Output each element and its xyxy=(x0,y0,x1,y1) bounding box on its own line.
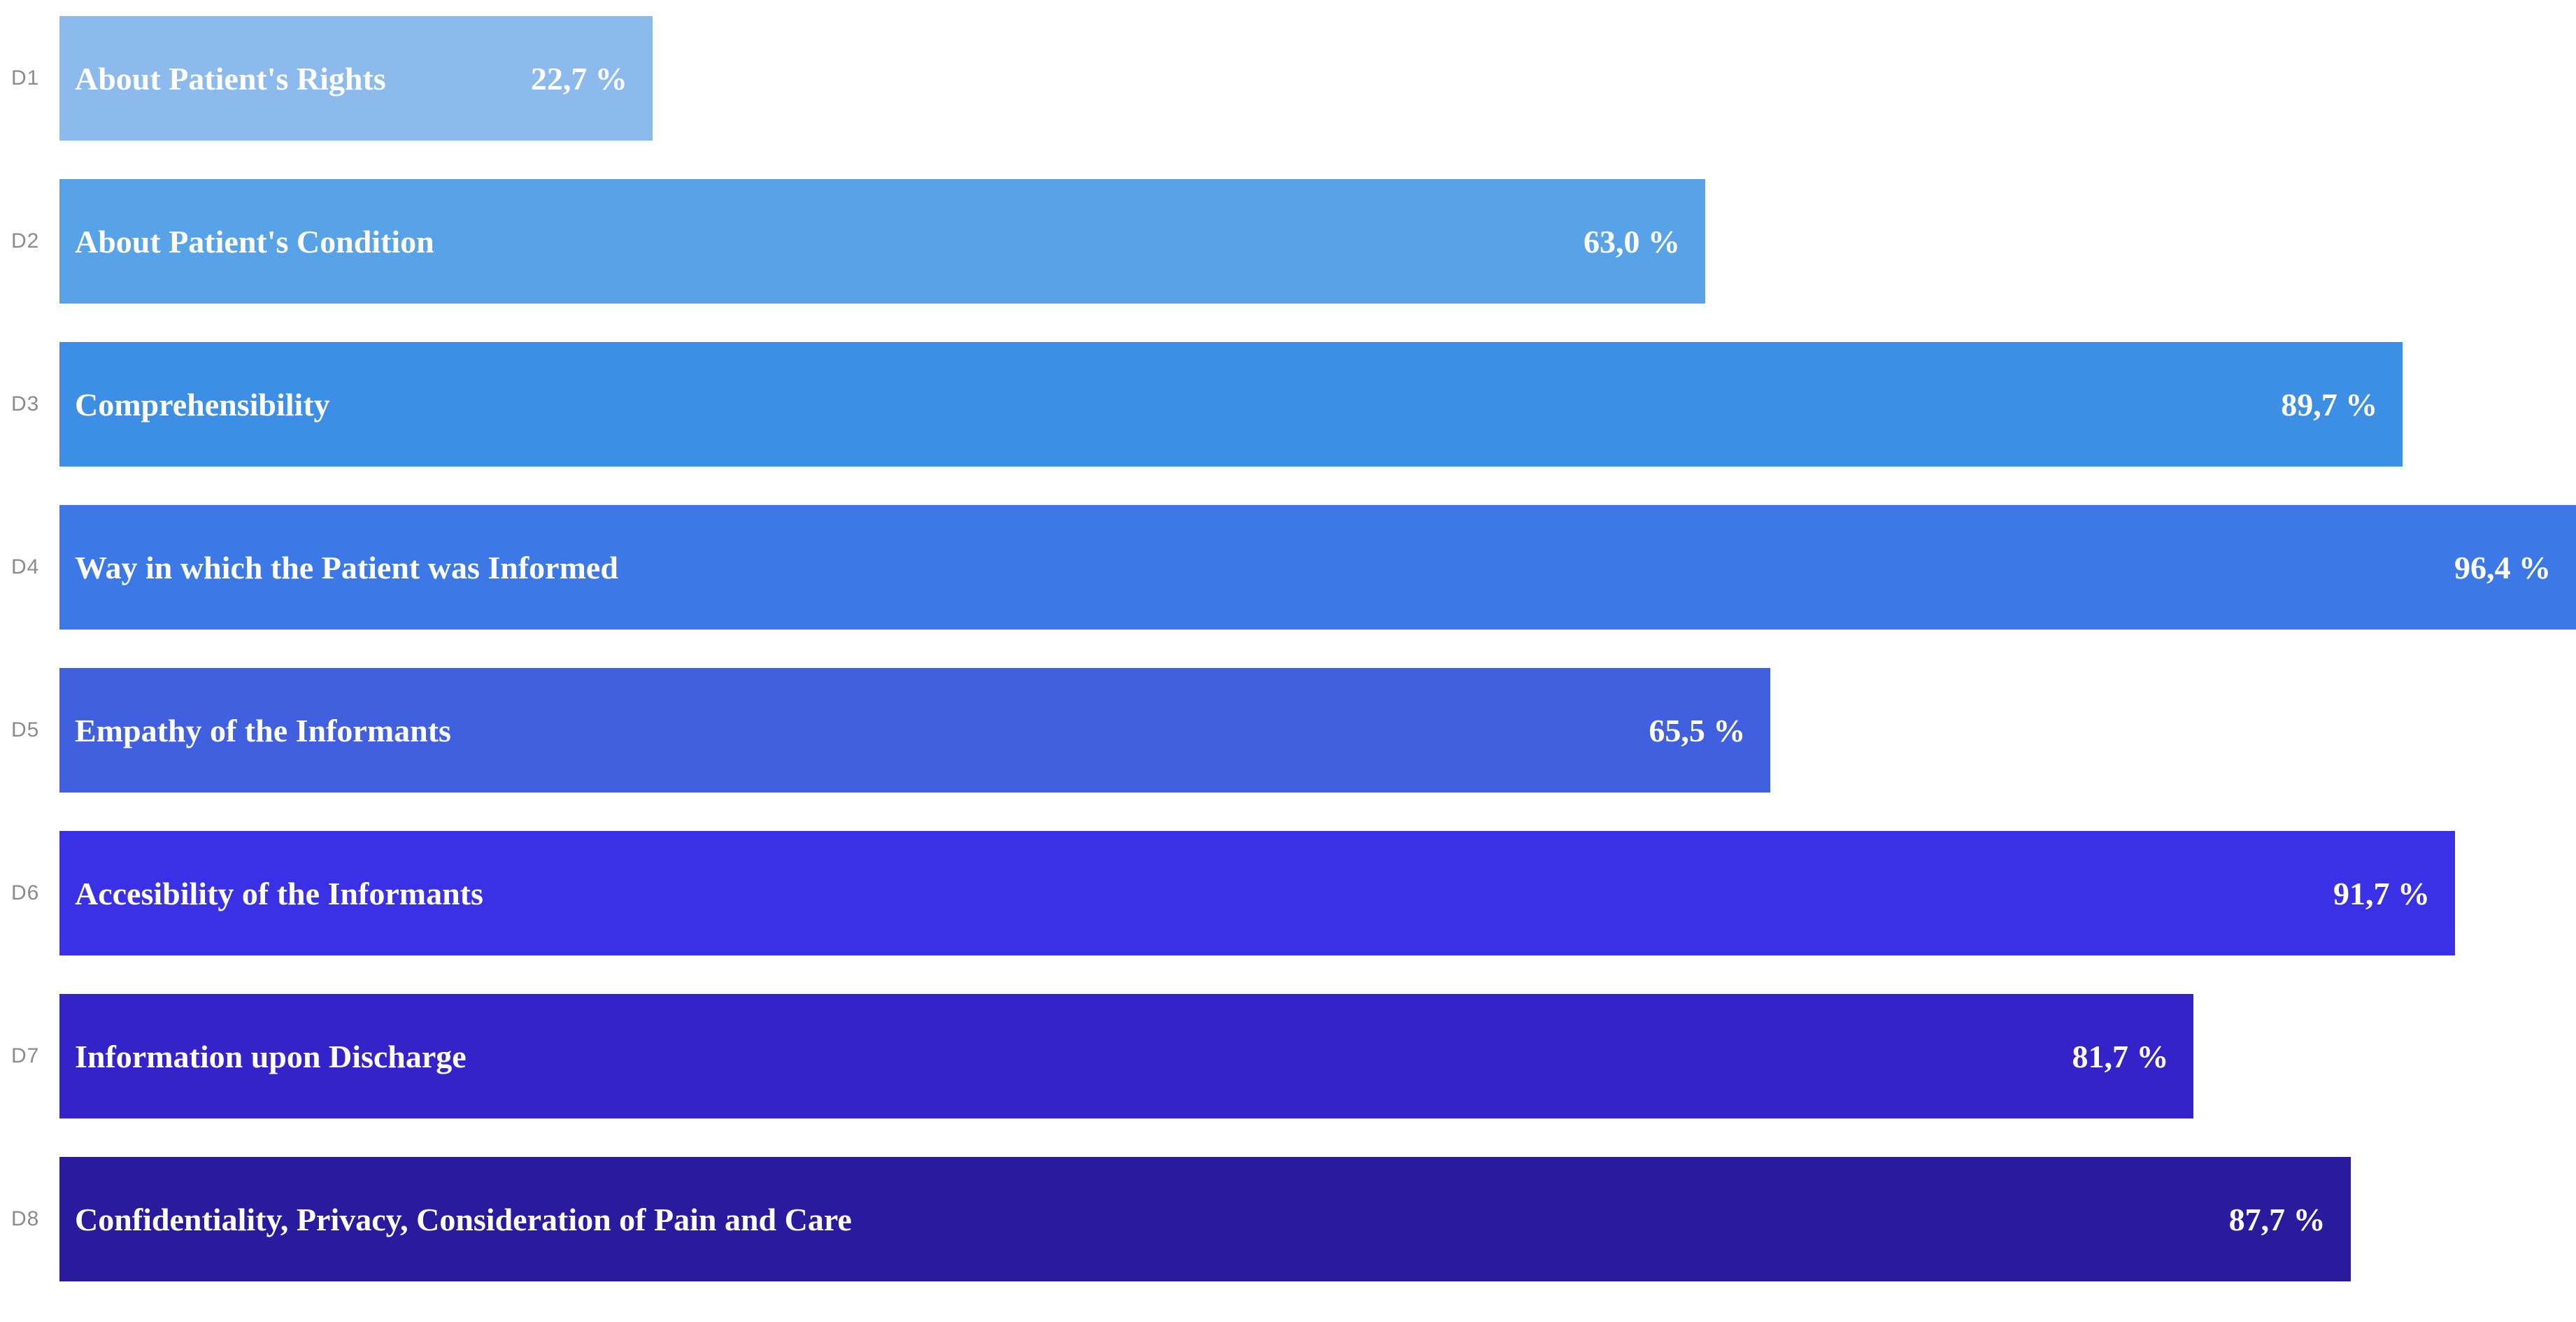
chart-row: D7 Information upon Discharge 81,7 % xyxy=(0,994,2576,1118)
bar-label: Accesibility of the Informants xyxy=(75,875,483,911)
bar: About Patient's Condition 63,0 % xyxy=(59,179,1706,304)
bar-value: 81,7 % xyxy=(2072,1038,2169,1074)
category-label: D6 xyxy=(11,881,40,904)
category-label: D7 xyxy=(11,1044,40,1067)
chart-row: D6 Accesibility of the Informants 91,7 % xyxy=(0,831,2576,955)
category-label: D4 xyxy=(11,555,40,578)
bar-value: 87,7 % xyxy=(2228,1201,2326,1237)
bar-label: Comprehensibility xyxy=(75,386,330,422)
category-label: D1 xyxy=(11,66,40,90)
bar-value: 89,7 % xyxy=(2281,386,2378,422)
chart-row: D5 Empathy of the Informants 65,5 % xyxy=(0,668,2576,793)
bar: Confidentiality, Privacy, Consideration … xyxy=(59,1157,2351,1281)
bar-label: Information upon Discharge xyxy=(75,1038,467,1074)
category-label: D2 xyxy=(11,229,40,253)
bar: Information upon Discharge 81,7 % xyxy=(59,994,2194,1118)
bar-value: 22,7 % xyxy=(530,60,627,97)
bar-value: 63,0 % xyxy=(1584,223,1681,260)
bar-value: 65,5 % xyxy=(1649,712,1746,748)
bar: Empathy of the Informants 65,5 % xyxy=(59,668,1771,793)
chart-row: D8 Confidentiality, Privacy, Considerati… xyxy=(0,1157,2576,1281)
chart-row: D3 Comprehensibility 89,7 % xyxy=(0,342,2576,467)
bar: About Patient's Rights 22,7 % xyxy=(59,16,653,141)
category-label: D8 xyxy=(11,1207,40,1230)
bar-label: Empathy of the Informants xyxy=(75,712,451,748)
bar-label: Confidentiality, Privacy, Consideration … xyxy=(75,1201,852,1237)
bar: Way in which the Patient was Informed 96… xyxy=(59,505,2576,630)
chart-row: D4 Way in which the Patient was Informed… xyxy=(0,505,2576,630)
bar-label: Way in which the Patient was Informed xyxy=(75,549,618,585)
bar-value: 91,7 % xyxy=(2333,875,2430,911)
bar-label: About Patient's Condition xyxy=(75,223,434,260)
category-label: D3 xyxy=(11,392,40,415)
category-label: D5 xyxy=(11,718,40,741)
chart-row: D2 About Patient's Condition 63,0 % xyxy=(0,179,2576,304)
bar: Accesibility of the Informants 91,7 % xyxy=(59,831,2455,955)
bar: Comprehensibility 89,7 % xyxy=(59,342,2403,467)
chart-row: D1 About Patient's Rights 22,7 % xyxy=(0,16,2576,141)
bar-value: 96,4 % xyxy=(2454,549,2551,585)
bar-label: About Patient's Rights xyxy=(75,60,386,97)
